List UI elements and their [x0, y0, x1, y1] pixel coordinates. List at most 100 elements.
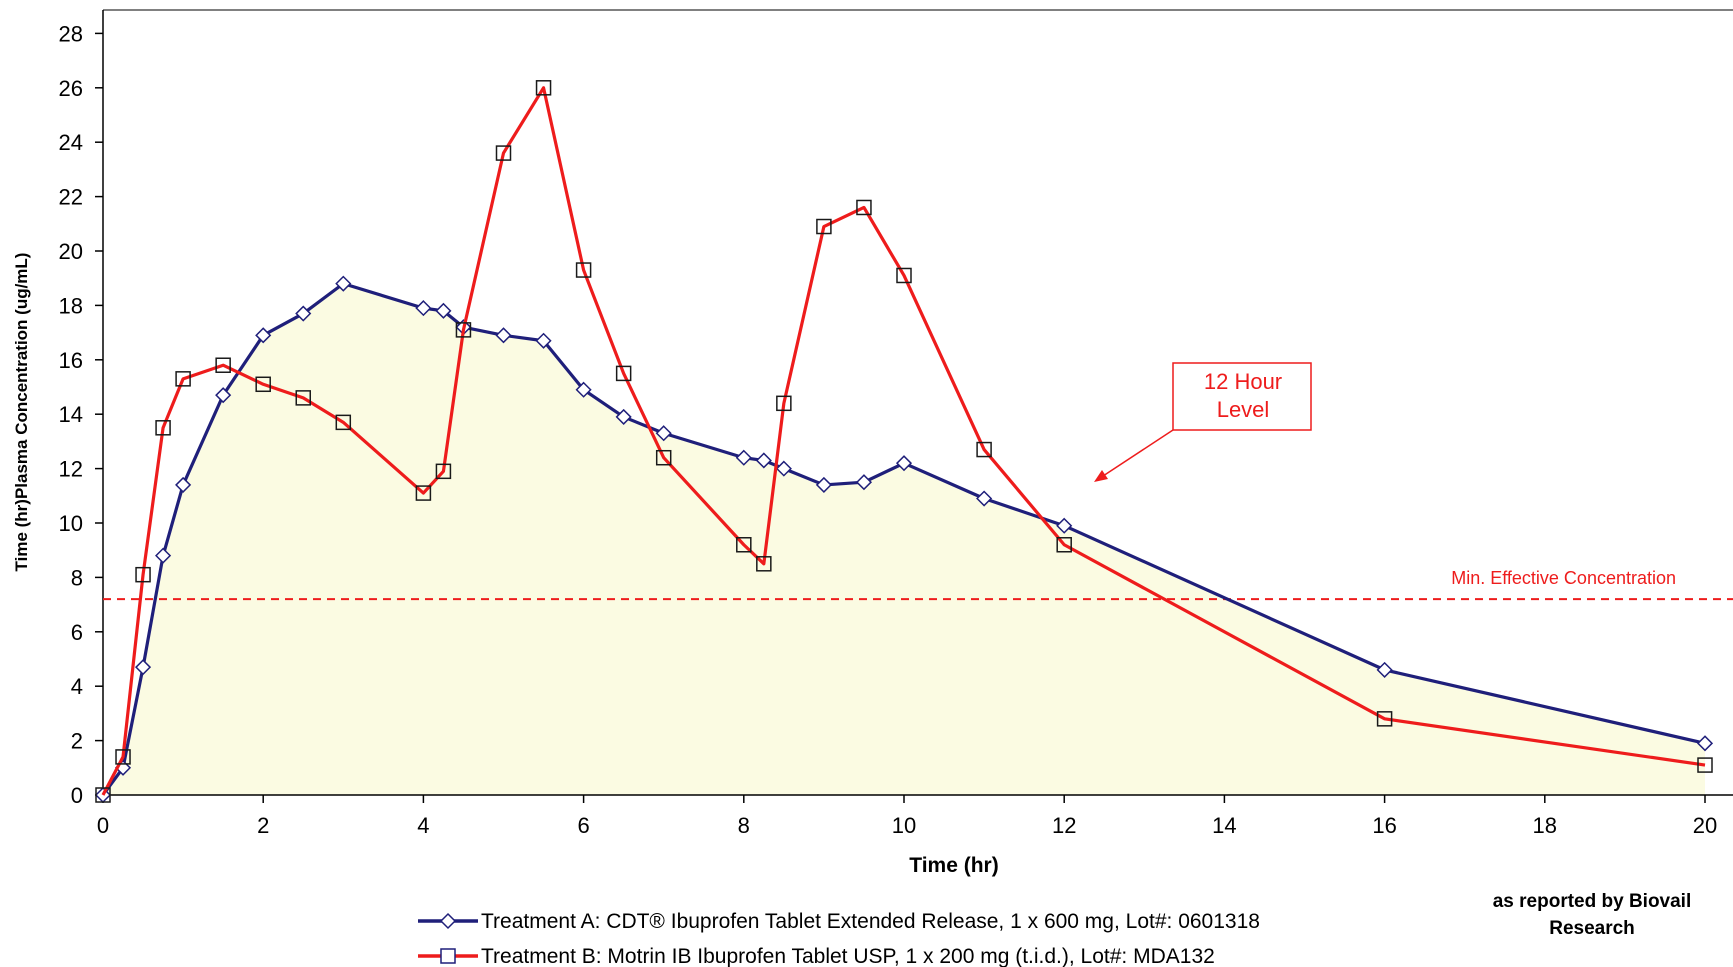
y-tick-label: 18 — [59, 293, 83, 318]
data-point-diamond — [775, 460, 792, 477]
data-point-diamond — [415, 300, 432, 317]
data-point-square — [1697, 757, 1713, 773]
data-point-square — [455, 322, 472, 338]
data-point-square — [1056, 537, 1072, 553]
legend-diamond-marker-a — [439, 912, 457, 930]
data-point-square — [215, 357, 231, 373]
legend-square-marker-b — [440, 948, 456, 964]
y-tick-label: 2 — [71, 729, 83, 754]
data-point-square — [135, 566, 151, 583]
data-point-square — [896, 267, 912, 284]
x-tick-label: 20 — [1693, 813, 1717, 838]
legend-entry-treatment-b: Treatment B: Motrin IB Ibuprofen Tablet … — [418, 945, 1215, 967]
area-layer — [103, 283, 1705, 795]
data-point-square — [816, 218, 832, 235]
data-point-diamond — [155, 547, 172, 564]
y-tick-label: 10 — [59, 511, 83, 536]
data-point-square — [615, 365, 632, 382]
min-effective-concentration-label: Min. Effective Concentration — [1451, 568, 1676, 588]
x-tick-label: 12 — [1052, 813, 1076, 838]
data-point-diamond — [755, 452, 772, 469]
legend-entry-treatment-a: Treatment A: CDT® Ibuprofen Tablet Exten… — [418, 910, 1260, 933]
x-tick-label: 4 — [417, 813, 429, 838]
y-tick-label: 8 — [71, 565, 83, 590]
data-point-square — [435, 463, 452, 480]
data-point-square — [1376, 711, 1393, 727]
annotation-box — [1172, 362, 1312, 431]
data-point-diamond — [535, 332, 552, 349]
data-point-diamond — [1056, 517, 1073, 534]
x-tick-label: 18 — [1533, 813, 1557, 838]
annotation-12-hour: 12 Hour Level — [1094, 362, 1312, 482]
data-point-diamond — [335, 275, 352, 292]
data-point-square — [115, 749, 131, 765]
annotation-arrowhead — [1094, 470, 1108, 482]
x-tick-label: 2 — [257, 813, 269, 838]
data-point-square — [856, 199, 872, 216]
data-point-square — [415, 485, 432, 501]
data-point-square — [736, 537, 752, 553]
x-tick-label: 16 — [1372, 813, 1396, 838]
annotation-line-1: 12 Hour — [1204, 369, 1282, 394]
data-point-diamond — [815, 476, 832, 493]
data-point-diamond — [615, 408, 632, 425]
x-tick-label: 8 — [738, 813, 750, 838]
data-point-square — [535, 80, 552, 96]
series-treatment-a — [94, 275, 1714, 804]
data-point-diamond — [976, 490, 993, 507]
y-tick-label: 6 — [71, 620, 83, 645]
legend: Treatment A: CDT® Ibuprofen Tablet Exten… — [418, 910, 1260, 967]
annotation-arrow-line — [1099, 429, 1174, 479]
y-tick-label: 22 — [59, 185, 83, 210]
data-point-square — [155, 420, 171, 436]
y-tick-label: 24 — [59, 130, 83, 155]
data-point-square — [175, 371, 191, 387]
y-tick-label: 0 — [71, 783, 83, 808]
data-point-square — [976, 441, 992, 458]
data-point-diamond — [255, 327, 272, 344]
data-point-diamond — [575, 381, 592, 398]
y-tick-label: 26 — [59, 76, 83, 101]
credit-line-1: as reported by Biovail — [1493, 891, 1692, 912]
axis-layer — [102, 9, 1733, 796]
x-tick-label: 0 — [97, 813, 109, 838]
data-point-square — [495, 145, 512, 161]
x-tick-label: 6 — [577, 813, 589, 838]
data-point-diamond — [655, 425, 672, 442]
x-axis-title: Time (hr) — [909, 854, 998, 877]
y-tick-label: 28 — [59, 21, 83, 46]
data-point-diamond — [134, 659, 152, 676]
data-point-diamond — [855, 474, 873, 491]
credit-line-2: Research — [1549, 918, 1635, 939]
y-tick-label: 4 — [71, 674, 83, 699]
x-tick-label: 10 — [892, 813, 916, 838]
data-point-diamond — [495, 327, 512, 344]
series-area-fill — [103, 283, 1705, 795]
legend-label-b: Treatment B: Motrin IB Ibuprofen Tablet … — [481, 945, 1215, 967]
y-tick-label: 20 — [59, 239, 83, 264]
data-point-diamond — [895, 455, 913, 472]
series-layer — [94, 80, 1714, 804]
data-point-diamond — [1696, 735, 1714, 752]
y-tick-label: 16 — [59, 348, 83, 373]
y-axis-title: Time (hr)Plasma Concentration (ug/mL) — [12, 253, 31, 572]
y-tick-label: 14 — [59, 402, 83, 427]
data-point-square — [255, 376, 271, 393]
y-tick-label: 12 — [59, 457, 83, 482]
data-point-diamond — [735, 449, 752, 466]
data-point-square — [575, 262, 592, 278]
data-point-diamond — [1376, 661, 1393, 678]
data-point-square — [95, 787, 111, 803]
data-point-square — [335, 414, 352, 431]
data-point-diamond — [435, 302, 452, 319]
data-point-square — [295, 390, 311, 406]
data-point-diamond — [215, 387, 232, 404]
legend-label-a: Treatment A: CDT® Ibuprofen Tablet Exten… — [481, 910, 1260, 933]
series-treatment-b — [95, 80, 1713, 803]
data-point-diamond — [175, 476, 192, 493]
x-tick-label: 14 — [1212, 813, 1236, 838]
data-point-square — [756, 556, 772, 572]
reference-line-group: Min. Effective Concentration — [103, 568, 1733, 601]
